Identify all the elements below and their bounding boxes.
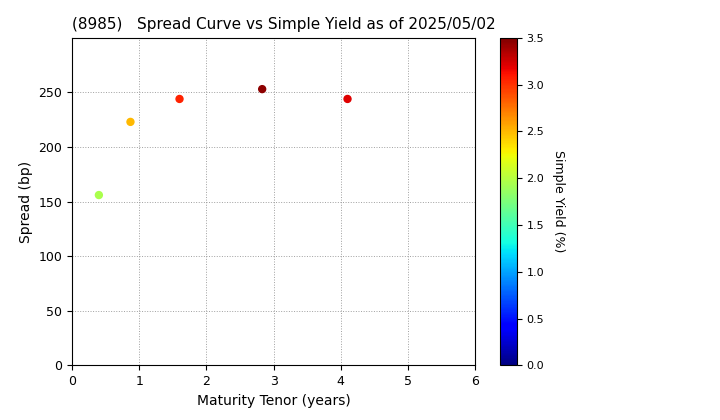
Text: (8985)   Spread Curve vs Simple Yield as of 2025/05/02: (8985) Spread Curve vs Simple Yield as o… [72,18,495,32]
Point [342,96,354,102]
Point [93,192,104,198]
Y-axis label: Simple Yield (%): Simple Yield (%) [552,150,565,253]
X-axis label: Maturity Tenor (years): Maturity Tenor (years) [197,394,351,408]
Point [256,86,268,92]
Point [174,96,185,102]
Y-axis label: Spread (bp): Spread (bp) [19,160,33,243]
Point [125,118,136,125]
